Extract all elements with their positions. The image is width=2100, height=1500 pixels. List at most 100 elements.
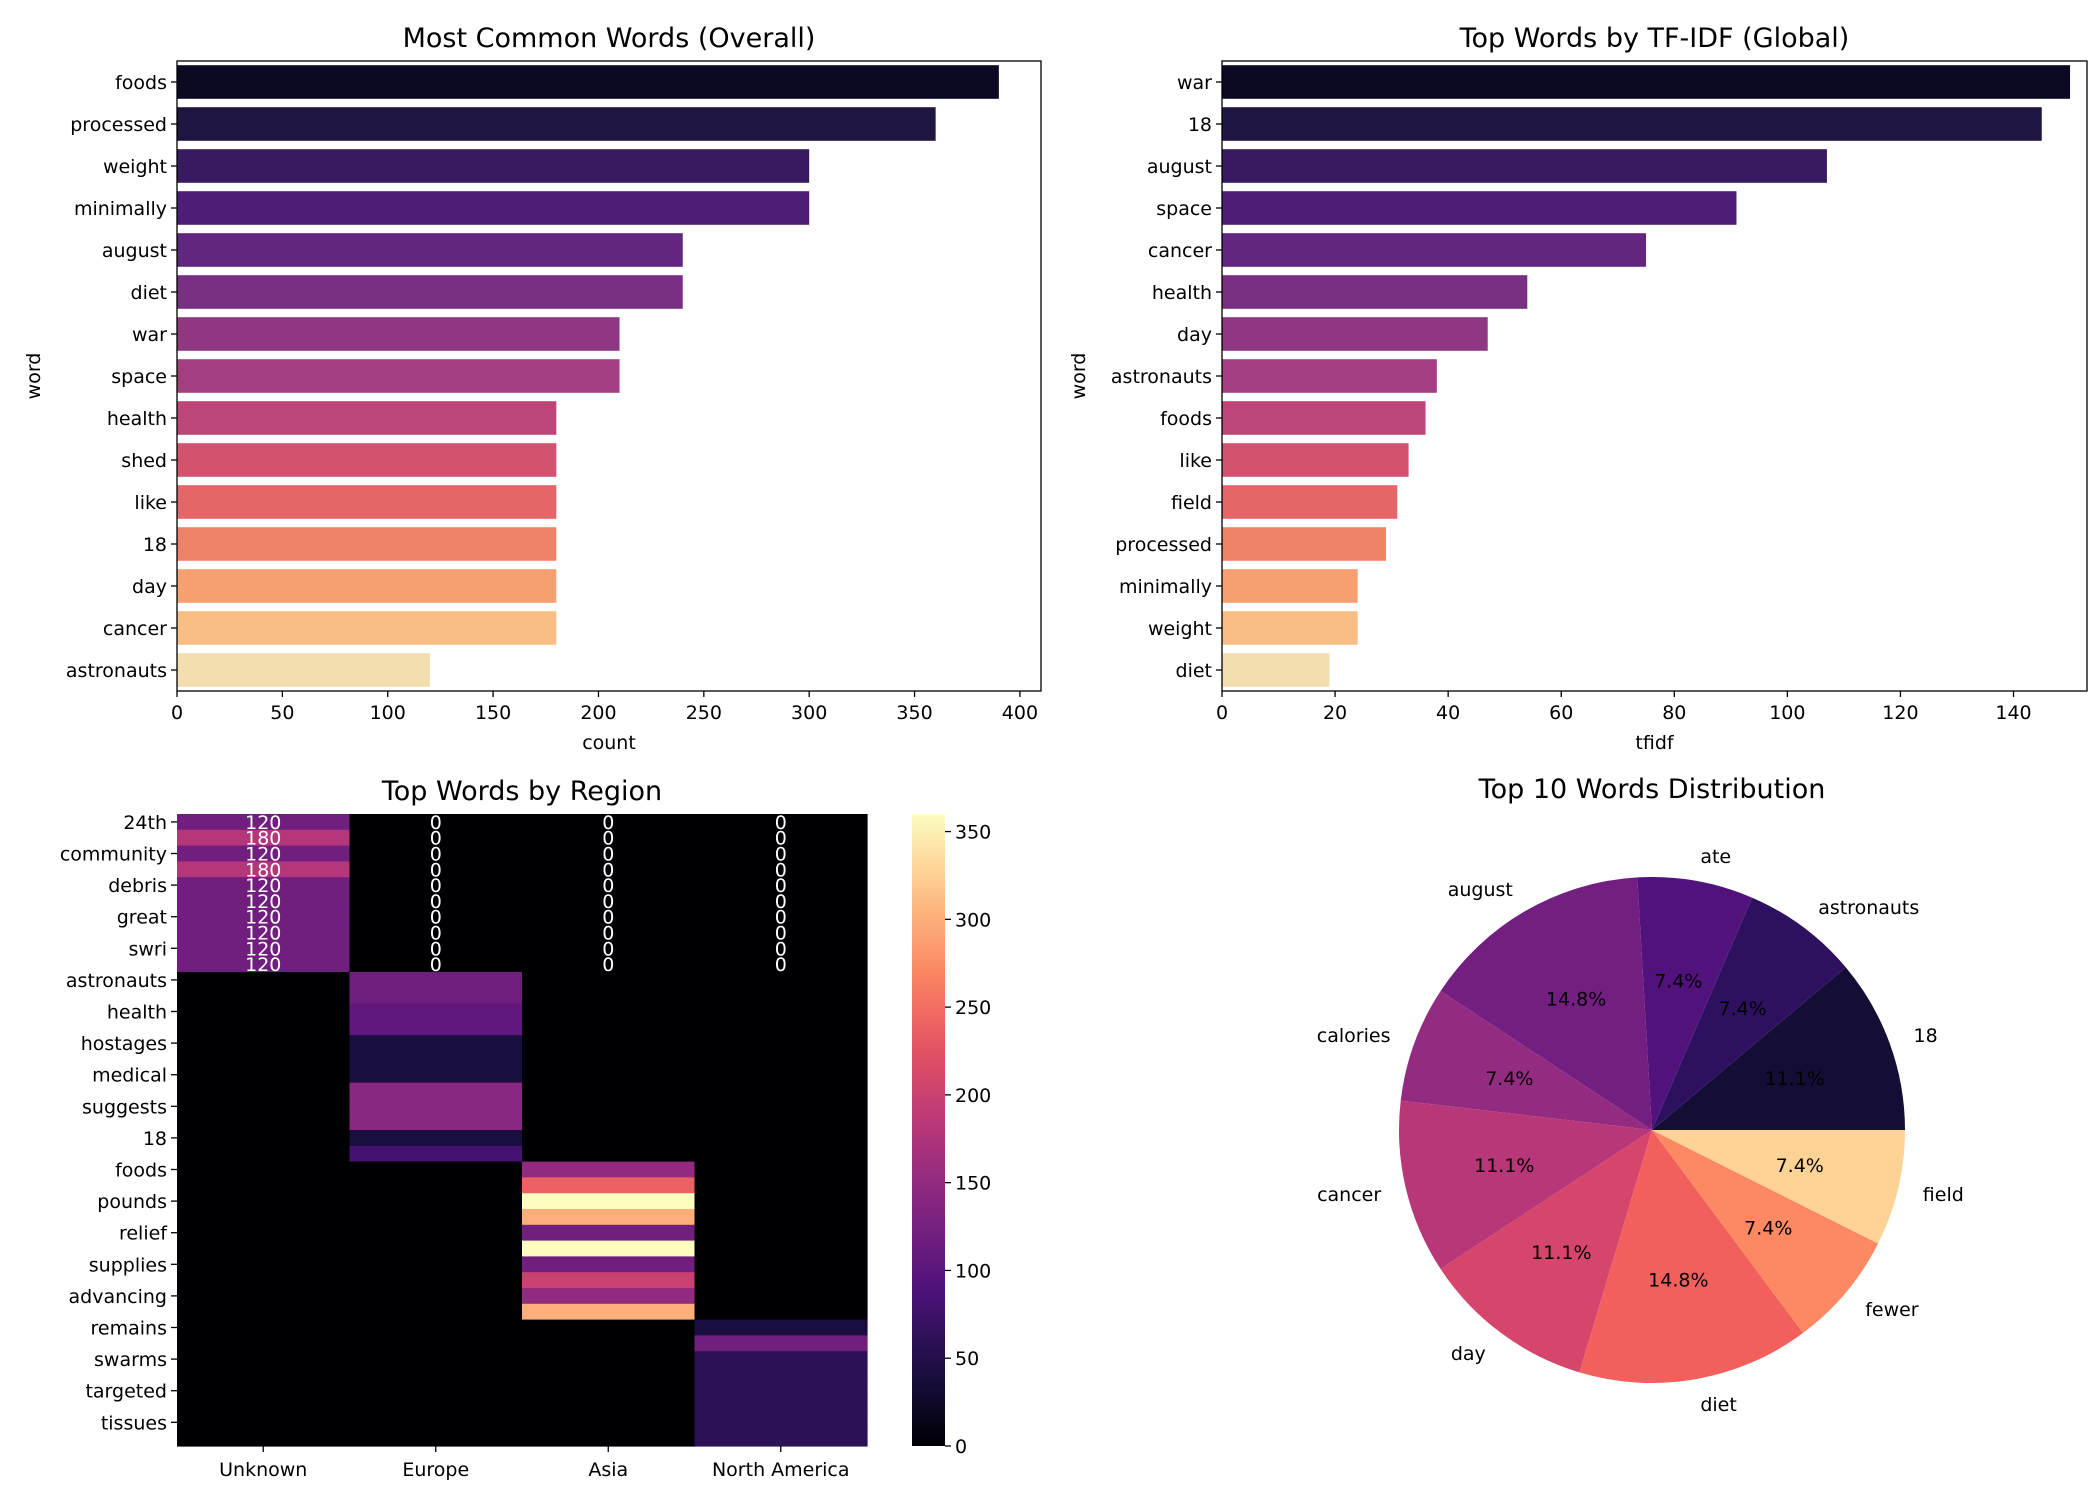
- row-label: relief: [119, 1223, 168, 1245]
- heatmap-cell: [522, 1003, 696, 1020]
- heatmap-cell: [177, 1430, 351, 1447]
- y-tick-label: health: [107, 408, 167, 430]
- row-label: suggests: [82, 1096, 167, 1118]
- cell-value-label: 0: [430, 812, 442, 834]
- y-tick-label: health: [1152, 282, 1212, 304]
- heatmap-cell: [694, 1256, 868, 1273]
- heatmap-cell: [177, 1351, 351, 1368]
- heatmap-cell: [522, 1288, 696, 1305]
- slice-label: astronauts: [1818, 897, 1919, 919]
- slice-percent-label: 11.1%: [1474, 1155, 1534, 1177]
- bar: [177, 149, 810, 183]
- cell-value-label: 0: [775, 812, 787, 834]
- heatmap-cell: [522, 987, 696, 1005]
- y-tick-label: war: [1177, 72, 1212, 94]
- heatmap-cell: [522, 1082, 696, 1099]
- y-tick-label: like: [1179, 450, 1212, 472]
- heatmap-cell: [177, 1051, 351, 1068]
- slice-percent-label: 7.4%: [1485, 1068, 1533, 1090]
- cell-value-label: 0: [602, 812, 614, 834]
- heatmap-cell: [522, 1209, 696, 1226]
- bar: [1222, 443, 1409, 477]
- y-tick-label: processed: [70, 114, 167, 136]
- heatmap-cell: [522, 1161, 696, 1178]
- y-tick-label: day: [1177, 324, 1212, 346]
- bar: [1222, 233, 1647, 267]
- bar: [177, 443, 557, 477]
- cell-value-label: 0: [430, 859, 442, 881]
- y-tick-label: space: [1156, 198, 1212, 220]
- heatmap-cell: [522, 1414, 696, 1431]
- heatmap-cell: [522, 1114, 696, 1131]
- column-label: Unknown: [219, 1459, 307, 1481]
- y-tick-label: cancer: [103, 618, 167, 640]
- heatmap-cell: [177, 1082, 351, 1099]
- cell-value-label: 0: [602, 844, 614, 866]
- heatmap-cell: [522, 877, 696, 894]
- heatmap-cell: [177, 1256, 351, 1273]
- heatmap-cell: [177, 861, 351, 878]
- heatmap-cell: [694, 1224, 868, 1242]
- cell-value-label: 0: [602, 875, 614, 897]
- row-label: community: [60, 844, 167, 866]
- cell-value-label: 0: [602, 828, 614, 850]
- cell-value-label: 0: [775, 923, 787, 945]
- slice-label: cancer: [1317, 1184, 1381, 1206]
- cell-value-label: 0: [602, 907, 614, 929]
- heatmap-cell: [349, 908, 523, 926]
- cell-value-label: 0: [775, 891, 787, 913]
- bar: [177, 485, 557, 519]
- bar: [177, 275, 683, 309]
- heatmap-cell: [694, 1035, 868, 1052]
- bar: [177, 317, 620, 351]
- heatmap-cell: [349, 1335, 523, 1352]
- heatmap-cell: [522, 956, 696, 973]
- heatmap-cell: [694, 908, 868, 926]
- y-axis-label: word: [1068, 353, 1090, 400]
- cell-value-label: 120: [245, 875, 281, 897]
- pie-slice: [1652, 897, 1846, 1130]
- heatmap-cell: [177, 1367, 351, 1384]
- cell-value-label: 0: [602, 938, 614, 960]
- heatmap-cell: [522, 845, 696, 862]
- row-label: remains: [91, 1318, 167, 1340]
- x-tick-label: 0: [1216, 702, 1228, 724]
- cell-value-label: 120: [245, 938, 281, 960]
- cell-value-label: 120: [245, 812, 281, 834]
- cell-value-label: 0: [602, 923, 614, 945]
- heatmap-cell: [522, 1130, 696, 1147]
- slice-percent-label: 7.4%: [1776, 1155, 1824, 1177]
- column-label: Europe: [402, 1459, 469, 1481]
- heatmap-cell: [349, 1051, 523, 1068]
- heatmap-cell: [177, 1161, 351, 1178]
- heatmap-cell: [349, 1114, 523, 1131]
- bar: [177, 191, 810, 225]
- heatmap-cell: [522, 829, 696, 847]
- heatmap-cell: [177, 1398, 351, 1415]
- bar: [177, 653, 430, 687]
- bar: [177, 65, 999, 99]
- slice-percent-label: 11.1%: [1764, 1068, 1824, 1090]
- heatmap-cell: [177, 1177, 351, 1194]
- y-tick-label: august: [102, 240, 167, 262]
- cell-value-label: 0: [775, 844, 787, 866]
- heatmap-cell: [349, 845, 523, 862]
- row-label: swarms: [94, 1349, 167, 1371]
- cell-value-label: 180: [245, 828, 281, 850]
- x-tick-label: 250: [686, 702, 722, 724]
- row-label: 18: [143, 1128, 167, 1150]
- y-tick-label: diet: [1176, 660, 1212, 682]
- heatmap-cell: [349, 893, 523, 910]
- heatmap-cell: [522, 1193, 696, 1210]
- heatmap-cell: [522, 1367, 696, 1384]
- slice-label: field: [1923, 1184, 1964, 1206]
- heatmap-cell: [522, 814, 696, 831]
- bar: [1222, 275, 1528, 309]
- heatmap-cell: [694, 1019, 868, 1036]
- cell-value-label: 120: [245, 907, 281, 929]
- heatmap-cell: [694, 987, 868, 1005]
- heatmap-cell: [694, 1398, 868, 1415]
- cell-value-label: 0: [775, 828, 787, 850]
